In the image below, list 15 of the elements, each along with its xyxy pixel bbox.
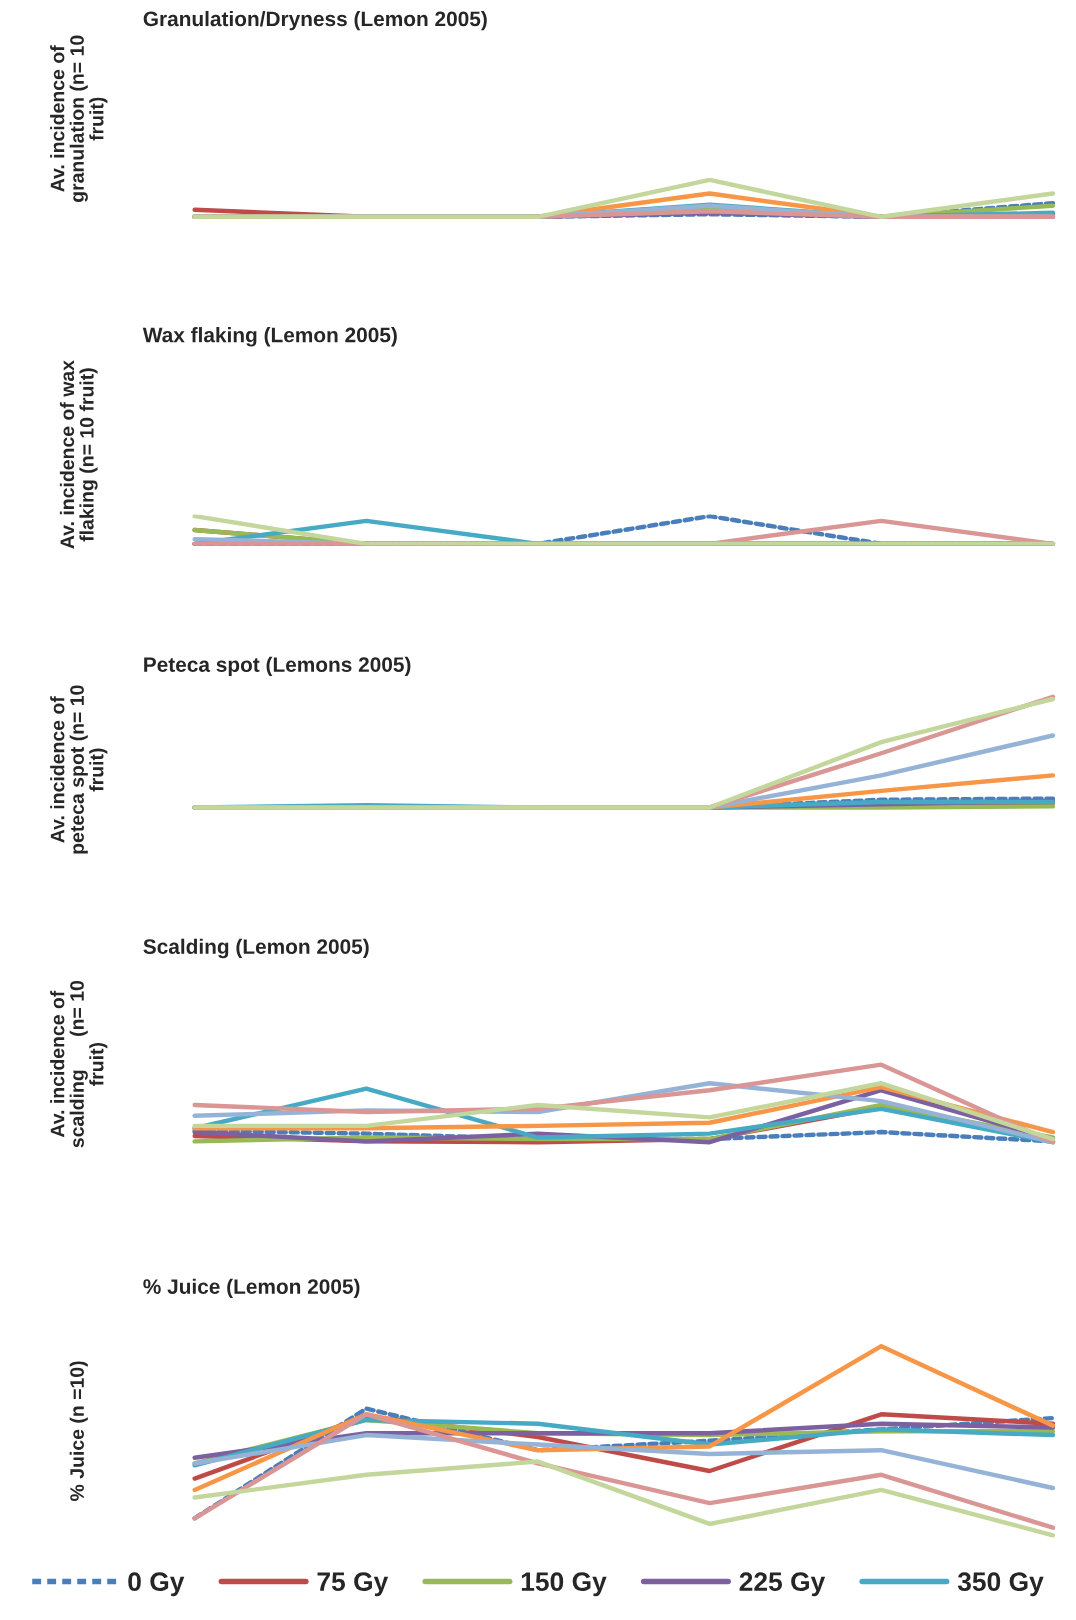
chart-title: Wax flaking (Lemon 2005) — [142, 327, 397, 347]
legend-label: 225 Gy — [739, 1572, 826, 1597]
y-axis-title: Av. incidence of peteca spot (n= 10 fruit) — [50, 685, 108, 854]
y-axis-title: Av. incidence of wax flaking (n= 10 fruit) — [59, 360, 98, 549]
y-axis-title: % Juice (n =10) — [69, 1361, 88, 1501]
chart-title: Scalding (Lemon 2005) — [143, 938, 369, 959]
y-axis-title: Av. incidence of scalding (n= 10 fruit) — [50, 980, 108, 1148]
chart-title: Peteca spot (Lemons 2005) — [144, 656, 411, 677]
legend-label: 150 Gy — [521, 1572, 607, 1597]
legend-label: 75 Gy — [317, 1572, 389, 1597]
chart-title: Granulation/Dryness (Lemon 2005) — [143, 10, 487, 31]
legend-label: 350 Gy — [957, 1572, 1044, 1597]
chart-title: % Juice (Lemon 2005) — [143, 1278, 360, 1299]
y-axis-title: Av. incidence of granulation (n= 10 fruit) — [50, 35, 108, 203]
legend-label: 0 Gy — [128, 1572, 185, 1597]
